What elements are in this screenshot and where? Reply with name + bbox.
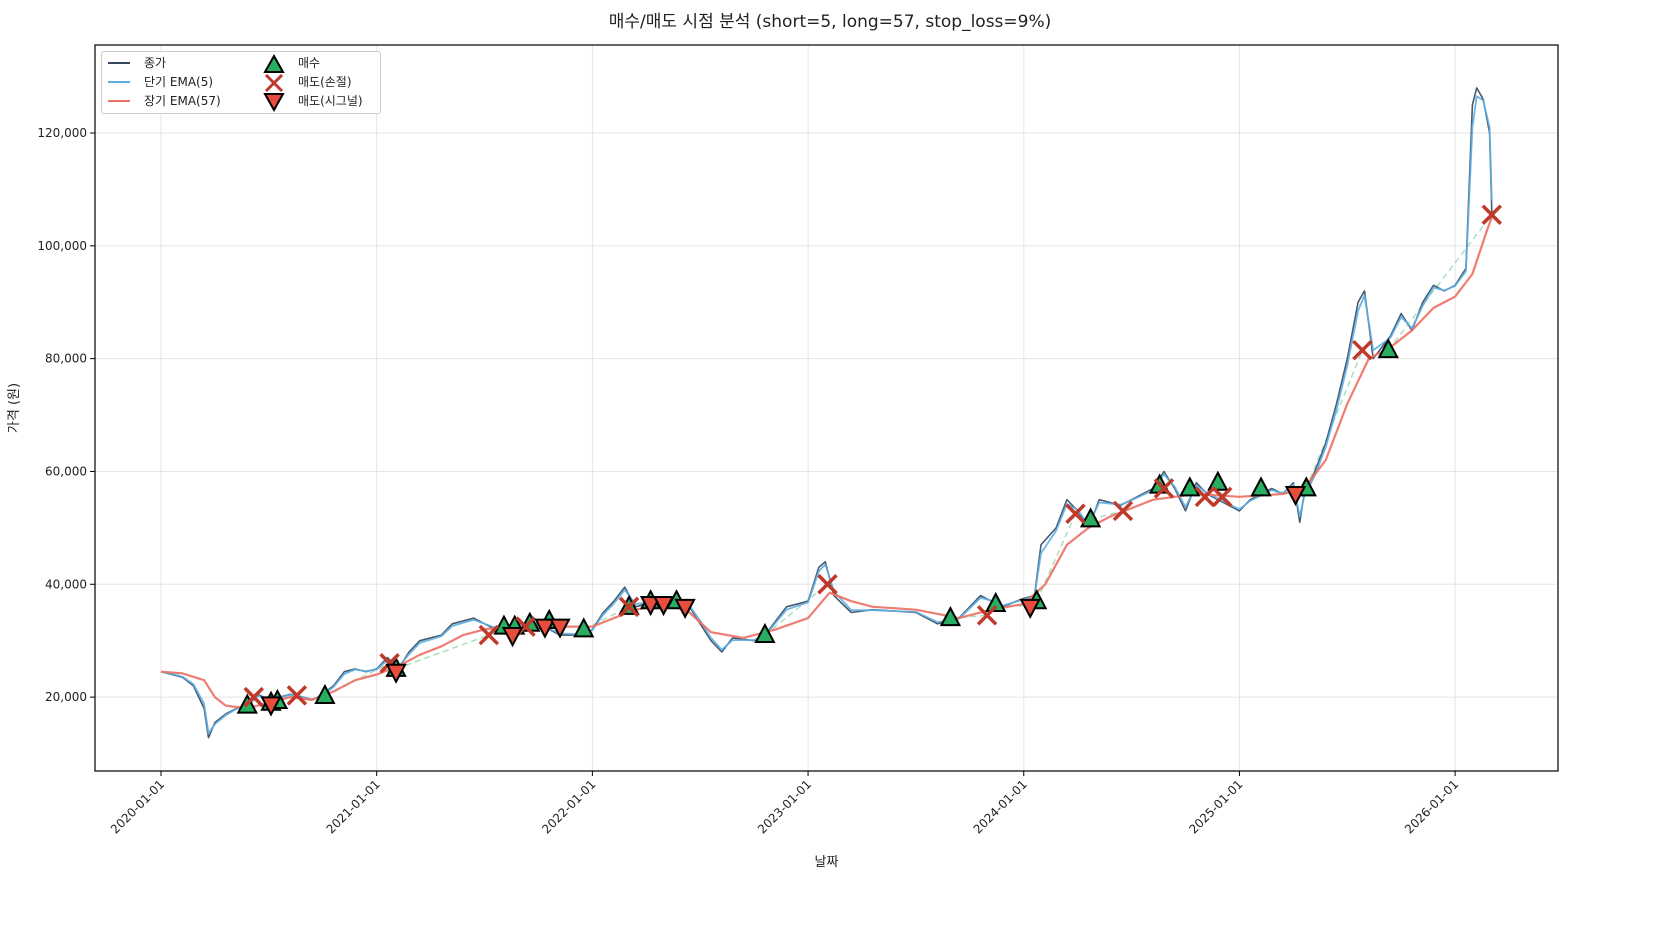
x-tick-label: 2025-01-01 <box>1186 777 1245 836</box>
stop-loss-marker <box>286 685 308 706</box>
legend-item-signal-sell: 매도(시그널) <box>262 92 363 113</box>
signal-sell-marker <box>534 618 556 639</box>
legend-label: 장기 EMA(57) <box>144 94 221 108</box>
x-tick-label: 2026-01-01 <box>1402 777 1461 836</box>
buy-marker <box>1179 476 1201 497</box>
signal-sell-marker <box>501 627 524 648</box>
stop-loss-marker <box>243 686 264 708</box>
legend-item-buy: 매수 <box>262 53 320 73</box>
stop-loss-marker <box>1194 486 1216 508</box>
legend: 종가 단기 EMA(5) 장기 EMA(57) 매수 매도(손절) 매도(시그널… <box>101 51 381 114</box>
triangle-down-icon <box>263 93 285 113</box>
legend-label: 매도(손절) <box>298 75 352 89</box>
buy-marker <box>1250 476 1272 497</box>
y-tick-label: 60,000 <box>45 464 87 478</box>
buy-marker <box>754 622 776 644</box>
legend-label: 단기 EMA(5) <box>144 75 214 89</box>
signal-sell-marker <box>674 598 696 619</box>
stop-loss-marker <box>1481 204 1503 226</box>
signal-sell-marker <box>549 618 571 639</box>
series-line-1 <box>160 95 1493 735</box>
signal-sell-marker <box>1019 598 1041 619</box>
buy-marker <box>573 617 595 638</box>
y-tick-label: 100,000 <box>37 239 87 253</box>
y-tick-label: 120,000 <box>37 126 87 140</box>
x-mark-icon <box>264 73 284 93</box>
series-line-0 <box>160 87 1493 739</box>
stop-loss-marker <box>478 624 500 646</box>
signal-sell-marker <box>639 596 662 617</box>
legend-item-stop-loss: 매도(손절) <box>262 73 352 93</box>
x-tick-label: 2020-01-01 <box>108 777 167 836</box>
buy-marker <box>939 605 962 627</box>
stop-loss-marker <box>1112 500 1134 522</box>
legend-swatch <box>108 62 130 64</box>
signal-sell-marker <box>385 663 407 684</box>
x-tick-label: 2022-01-01 <box>539 777 598 836</box>
buy-marker <box>314 683 336 704</box>
buy-marker <box>1207 470 1229 491</box>
legend-swatch <box>108 100 130 102</box>
legend-label: 매도(시그널) <box>298 94 363 108</box>
x-tick-label: 2024-01-01 <box>971 777 1030 836</box>
triangle-up-icon <box>263 53 285 73</box>
x-tick-label: 2023-01-01 <box>755 777 814 836</box>
buy-marker <box>1079 507 1102 528</box>
legend-label: 종가 <box>144 56 167 70</box>
buy-marker <box>985 591 1007 613</box>
trade-connector <box>764 583 828 636</box>
signal-sell-marker <box>260 696 282 717</box>
stop-loss-marker <box>1352 339 1373 361</box>
stop-loss-marker <box>1065 503 1086 525</box>
trade-connector <box>395 634 490 670</box>
chart-title: 매수/매도 시점 분석 (short=5, long=57, stop_loss… <box>608 12 1052 32</box>
stop-loss-marker <box>976 605 998 626</box>
plot-frame <box>94 44 1559 772</box>
signal-sell-marker <box>1284 486 1307 507</box>
trade-connector <box>1387 214 1493 351</box>
y-axis-label: 가격 (원) <box>7 383 22 433</box>
legend-label: 매수 <box>298 56 321 70</box>
x-tick-label: 2021-01-01 <box>324 777 383 836</box>
stop-loss-marker <box>1153 478 1175 499</box>
y-tick-label: 20,000 <box>45 690 87 704</box>
stop-loss-marker <box>618 596 640 618</box>
y-tick-label: 80,000 <box>45 352 87 366</box>
stop-loss-marker <box>817 574 838 595</box>
trade-connector <box>950 614 988 619</box>
buy-marker <box>1377 338 1399 359</box>
y-tick-label: 40,000 <box>45 577 87 591</box>
legend-swatch <box>108 81 130 83</box>
signal-sell-marker <box>652 596 675 617</box>
x-axis-label: 날짜 <box>815 855 839 870</box>
series-line-2 <box>160 211 1495 710</box>
stop-loss-marker <box>1211 486 1233 508</box>
